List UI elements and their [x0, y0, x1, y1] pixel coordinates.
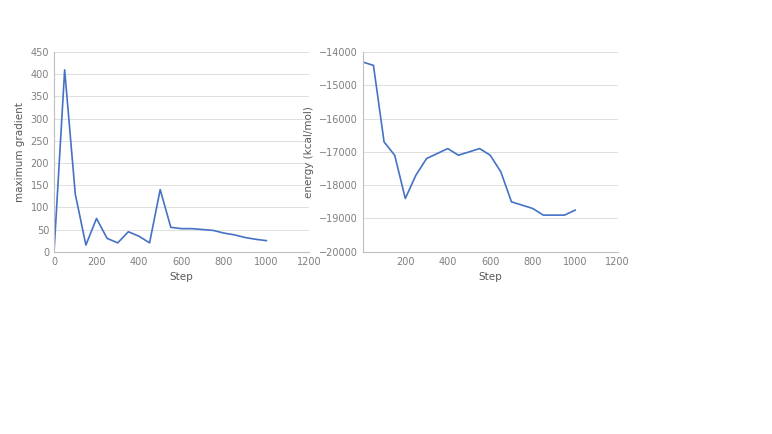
Y-axis label: energy (kcal/mol): energy (kcal/mol)	[303, 106, 313, 198]
Y-axis label: maximum gradient: maximum gradient	[15, 102, 25, 202]
X-axis label: Step: Step	[479, 272, 502, 282]
X-axis label: Step: Step	[170, 272, 193, 282]
